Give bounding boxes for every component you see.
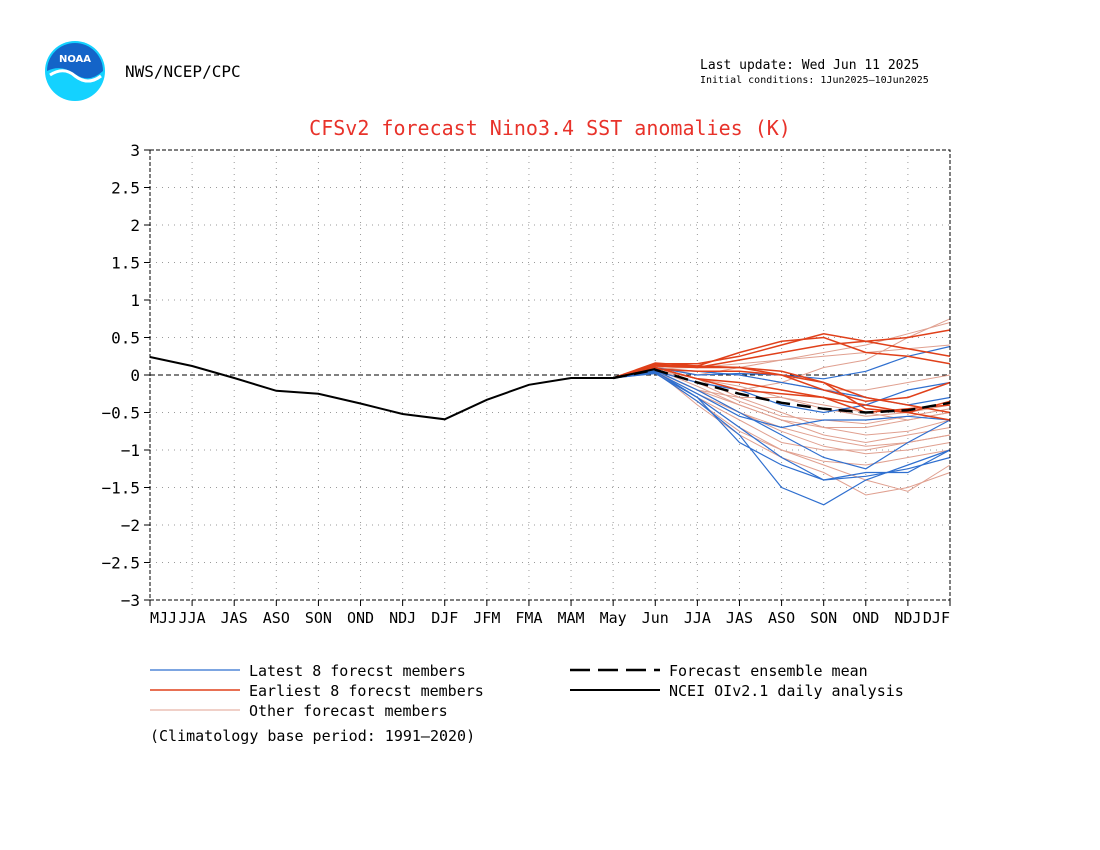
x-tick-label: JAS [726, 609, 753, 627]
x-axis: MJJ JJA JAS ASO SON OND NDJ DJF JFM FMA MAM May Jun J… [149, 600, 951, 627]
y-tick-label: 1 [130, 291, 140, 310]
other-member-line [613, 369, 951, 417]
latest-member-line [613, 372, 951, 506]
agency-label: NWS/NCEP/CPC [125, 62, 241, 81]
x-tick-label: JJA [684, 609, 711, 627]
earliest-member-line [612, 336, 951, 379]
legend-label-mean: Forecast ensemble mean [669, 662, 868, 680]
forecast-members [612, 318, 951, 506]
y-tick-label: −3 [121, 591, 140, 610]
initial-conditions: Initial conditions: 1Jun2025–10Jun2025 [700, 75, 929, 86]
y-tick-label: −2.5 [101, 554, 140, 573]
y-axis: 3 2.5 2 1.5 1 0.5 0 −0.5 −1 −1.5 −2 −2.5 −3 [101, 141, 150, 610]
legend-label-other: Other forecast members [249, 702, 448, 720]
y-tick-label: 2 [130, 216, 140, 235]
y-tick-label: 0 [130, 366, 140, 385]
observed-line [149, 356, 656, 421]
legend-label-latest: Latest 8 forecst members [249, 662, 466, 680]
y-tick-label: −0.5 [101, 404, 140, 423]
y-tick-label: −1 [121, 441, 140, 460]
x-tick-label: MJJ [150, 609, 177, 627]
latest-member-line [613, 370, 951, 414]
other-member-line [613, 344, 951, 379]
y-tick-label: 2.5 [111, 179, 140, 198]
x-tick-label: DJF [923, 609, 950, 627]
latest-member-line [613, 370, 951, 481]
legend-label-earliest: Earliest 8 forecst members [249, 682, 484, 700]
grid-lines [150, 150, 950, 600]
latest-member-line [613, 371, 951, 429]
chart-title: CFSv2 forecast Nino3.4 SST anomalies (K) [309, 116, 791, 140]
x-tick-label: SON [810, 609, 837, 627]
y-tick-label: −2 [121, 516, 140, 535]
legend: Latest 8 forecst members Earliest 8 forec… [150, 662, 904, 720]
x-tick-label: May [600, 609, 627, 627]
x-tick-label: JJA [179, 609, 206, 627]
x-tick-label: NDJ [389, 609, 416, 627]
latest-member-line [613, 372, 951, 481]
y-tick-label: 0.5 [111, 329, 140, 348]
main-lines [149, 356, 951, 421]
x-tick-label: OND [852, 609, 879, 627]
x-tick-label: Jun [642, 609, 669, 627]
y-tick-label: 1.5 [111, 254, 140, 273]
logo-bird-field [47, 43, 103, 79]
x-tick-label: OND [347, 609, 374, 627]
climatology-footnote: (Climatology base period: 1991–2020) [150, 727, 475, 745]
earliest-member-line [612, 329, 951, 379]
latest-member-line [613, 369, 951, 470]
x-tick-label: MAM [558, 609, 585, 627]
y-tick-label: 3 [130, 141, 140, 160]
logo-text: NOAA [59, 54, 91, 65]
y-tick-label: −1.5 [101, 479, 140, 498]
x-tick-label: NDJ [894, 609, 921, 627]
x-tick-label: DJF [431, 609, 458, 627]
x-tick-label: ASO [263, 609, 290, 627]
x-tick-label: ASO [768, 609, 795, 627]
ensemble-mean-line [612, 368, 951, 414]
x-tick-label: JAS [221, 609, 248, 627]
noaa-logo: NOAA [45, 41, 105, 101]
x-tick-label: FMA [515, 609, 542, 627]
last-update: Last update: Wed Jun 11 2025 [700, 58, 920, 73]
legend-label-observed: NCEI OIv2.1 daily analysis [669, 682, 904, 700]
logo-wave [49, 69, 102, 83]
x-tick-label: JFM [473, 609, 500, 627]
x-tick-label: SON [305, 609, 332, 627]
